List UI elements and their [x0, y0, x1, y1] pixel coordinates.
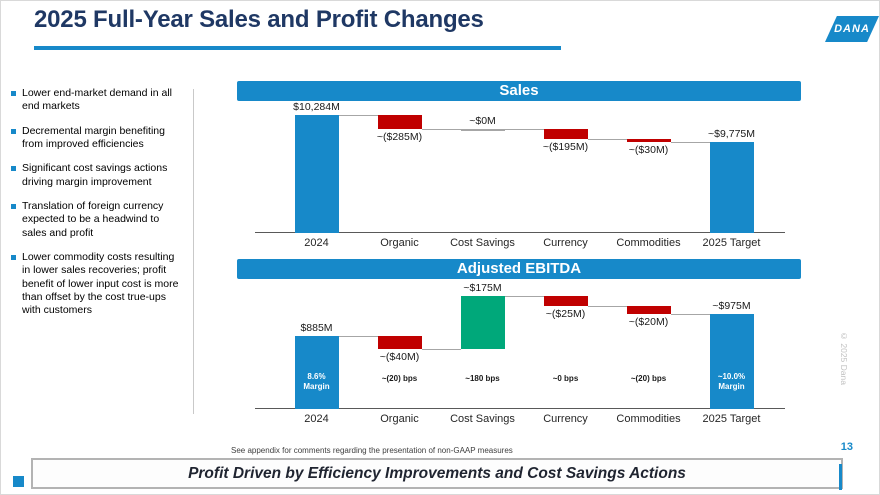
banner-accent-line [839, 464, 842, 490]
x-axis [255, 232, 785, 233]
bar-cost-savings [460, 296, 505, 349]
x-axis [255, 408, 785, 409]
margin-label: ~10.0% Margin [717, 372, 746, 392]
bullet-text: Decremental margin benefiting from impro… [22, 124, 165, 150]
title-underline [34, 46, 561, 50]
sales-chart-title: Sales [237, 81, 801, 101]
x-axis-label: Currency [543, 413, 588, 425]
connector-line [338, 115, 378, 116]
value-label: ~($25M) [545, 308, 586, 320]
bullet-text: Translation of foreign currency expected… [22, 199, 164, 239]
sales-waterfall-chart: $10,284M ~($285M) ~$0M ~($195M) ~($30M) ~$9,7… [237, 101, 801, 233]
vertical-divider [193, 89, 194, 414]
banner: Profit Driven by Efficiency Improvements… [31, 458, 843, 489]
x-axis-label: Cost Savings [450, 413, 515, 425]
bar-commodities [626, 139, 671, 142]
bullet-marker [11, 128, 16, 134]
value-label: ~($40M) [379, 351, 420, 363]
bullet-text: Lower end-market demand in all end marke… [22, 87, 172, 113]
bar-2025-target [709, 142, 754, 233]
corner-accent-square [13, 476, 24, 487]
connector-line [587, 306, 627, 307]
bar-organic [377, 115, 422, 129]
zero-level-line [460, 129, 505, 131]
bar-organic [377, 336, 422, 349]
bullet-marker [11, 166, 16, 172]
value-label: ~($195M) [542, 141, 589, 153]
bps-label: ~180 bps [465, 374, 500, 383]
bullet-marker [11, 91, 16, 96]
bar-commodities [626, 306, 671, 314]
bullet-item: Lower end-market demand in all end marke… [11, 87, 189, 114]
value-label: ~$9,775M [708, 128, 755, 140]
x-axis-label: Commodities [616, 413, 681, 425]
bullet-item: Lower commodity costs resulting in lower… [11, 251, 189, 318]
bullet-marker [11, 254, 16, 260]
x-axis-label: Organic [380, 413, 419, 425]
connector-line [504, 296, 544, 297]
x-axis-label: 2025 Target [702, 413, 761, 425]
bullet-item: Decremental margin benefiting from impro… [11, 125, 189, 152]
value-label: ~($30M) [628, 144, 669, 156]
connector-line [421, 129, 461, 130]
value-label: ~($285M) [376, 131, 423, 143]
connector-line [670, 142, 710, 143]
footnote: See appendix for comments regarding the … [231, 446, 513, 455]
x-axis-label: 2024 [304, 413, 329, 425]
bar-2025-target [709, 314, 754, 409]
bullet-text: Lower commodity costs resulting in lower… [22, 250, 179, 317]
x-axis-label: 2024 [304, 237, 329, 249]
bullet-item: Translation of foreign currency expected… [11, 200, 189, 240]
ebitda-waterfall-chart: $885M 8.6% Margin ~($40M) ~(20) bps ~$175M ~1… [237, 279, 801, 409]
bar-2024 [294, 115, 339, 233]
page-number: 13 [840, 441, 853, 453]
x-axis-label: Organic [380, 237, 419, 249]
connector-line [421, 349, 461, 350]
bar-2024 [294, 336, 339, 409]
bar-currency [543, 296, 588, 306]
bullet-marker [11, 203, 16, 209]
x-axis-label: Commodities [616, 237, 681, 249]
ebitda-x-axis-labels: 2024 Organic Cost Savings Currency Commoditi… [237, 411, 801, 427]
value-label: ~$175M [463, 282, 502, 294]
value-label: ~($20M) [628, 316, 669, 328]
bps-label: ~0 bps [552, 374, 579, 383]
dana-logo-text: DANA [834, 23, 870, 35]
connector-line [504, 129, 544, 130]
bps-label: ~(20) bps [630, 374, 667, 383]
bar-currency [543, 129, 588, 139]
value-label: $885M [300, 322, 333, 334]
x-axis-label: Cost Savings [450, 237, 515, 249]
copyright-vertical-text: © 2025 Dana [839, 331, 849, 385]
bps-label: ~(20) bps [381, 374, 418, 383]
sales-x-axis-labels: 2024 Organic Cost Savings Currency Commoditi… [237, 235, 801, 251]
value-label: ~$0M [469, 115, 496, 127]
connector-line [338, 336, 378, 337]
bullet-list: Lower end-market demand in all end marke… [11, 87, 189, 329]
connector-line [587, 139, 627, 140]
x-axis-label: Currency [543, 237, 588, 249]
bullet-text: Significant cost savings actions driving… [22, 162, 168, 188]
banner-text: Profit Driven by Efficiency Improvements… [188, 464, 686, 482]
dana-logo: DANA [825, 16, 879, 42]
connector-line [670, 314, 710, 315]
margin-label: 8.6% Margin [303, 372, 330, 392]
bullet-item: Significant cost savings actions driving… [11, 162, 189, 189]
value-label: $10,284M [293, 101, 340, 113]
ebitda-chart-title: Adjusted EBITDA [237, 259, 801, 279]
x-axis-label: 2025 Target [702, 237, 761, 249]
page-title: 2025 Full-Year Sales and Profit Changes [34, 6, 484, 33]
value-label: ~$975M [712, 300, 751, 312]
